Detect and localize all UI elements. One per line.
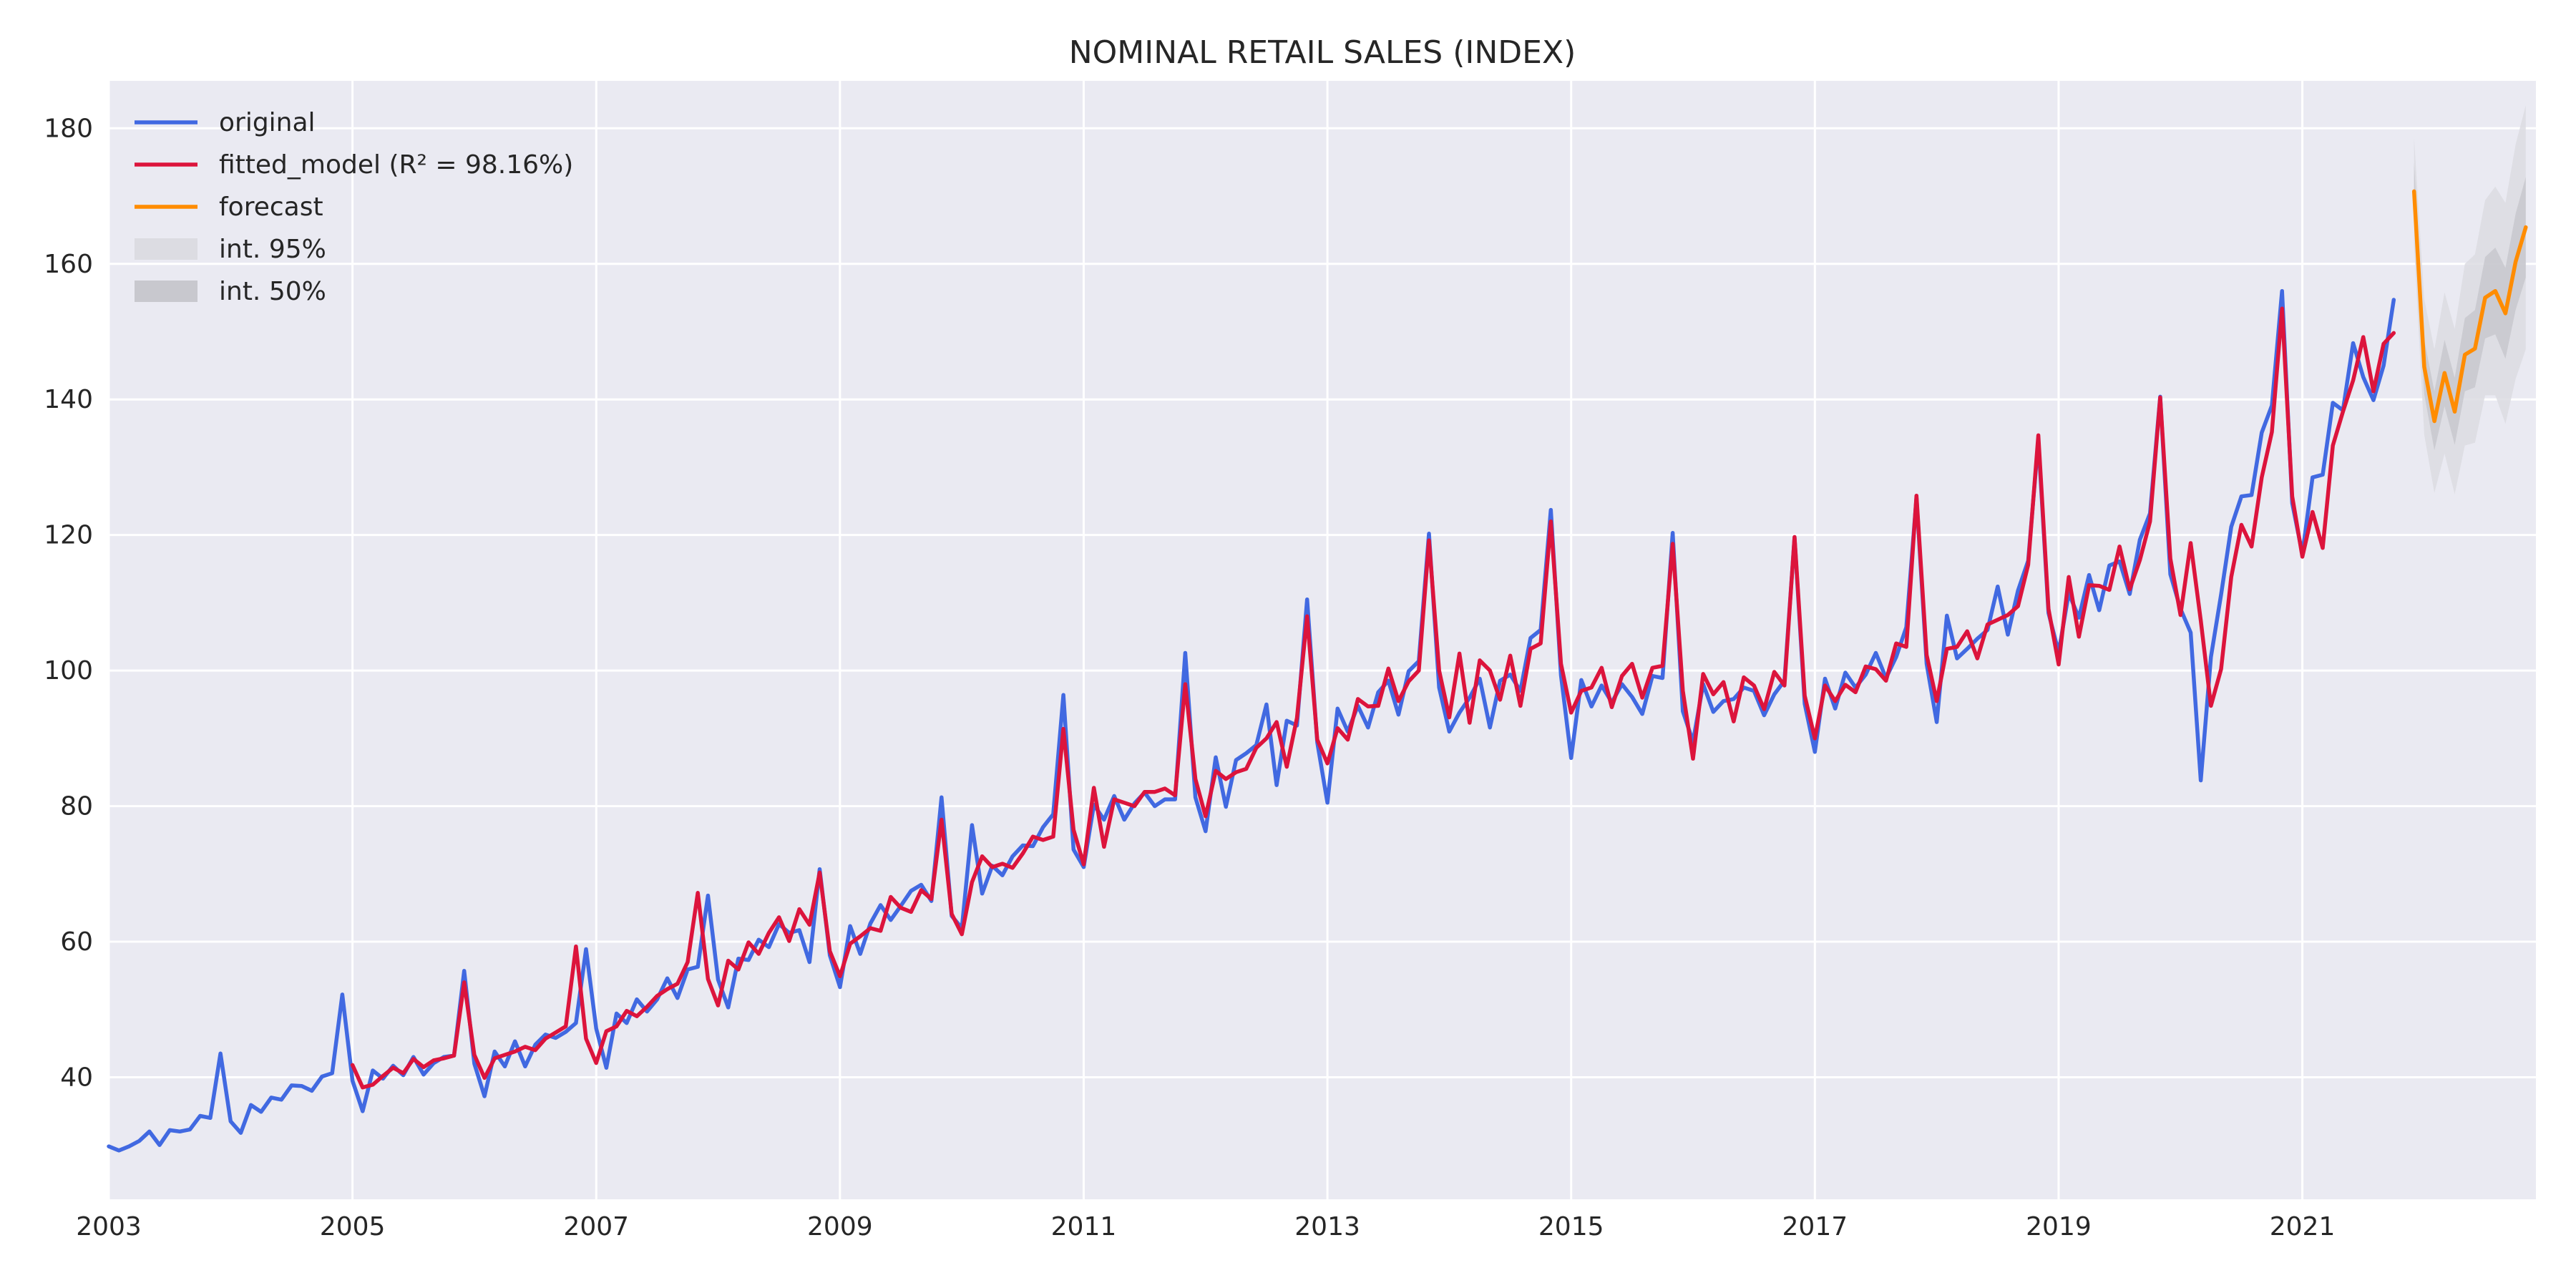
legend-item: int. 50% bbox=[135, 277, 326, 306]
legend-item: original bbox=[135, 108, 316, 137]
legend: original fitted_model (R² = 98.16%) foreca… bbox=[135, 108, 573, 306]
y-tick-label: 40 bbox=[60, 1063, 93, 1092]
x-tick-label: 2015 bbox=[1538, 1212, 1604, 1241]
x-tick-label: 2011 bbox=[1051, 1212, 1117, 1241]
x-tick-label: 2019 bbox=[2026, 1212, 2092, 1241]
x-tick-label: 2017 bbox=[1782, 1212, 1848, 1241]
y-tick-label: 180 bbox=[44, 114, 93, 143]
x-tick-label: 2005 bbox=[320, 1212, 386, 1241]
plot-background bbox=[109, 81, 2536, 1199]
legend-item: forecast bbox=[135, 192, 323, 222]
x-tick-label: 2009 bbox=[807, 1212, 873, 1241]
legend-label: int. 95% bbox=[219, 235, 326, 264]
series-line-fitted-model bbox=[350, 306, 2396, 1090]
legend-swatch bbox=[135, 238, 197, 260]
y-tick-label: 120 bbox=[44, 521, 93, 550]
grid-lines bbox=[107, 81, 2536, 1199]
y-tick-label: 80 bbox=[60, 792, 93, 821]
series-line-forecast bbox=[2411, 189, 2528, 424]
y-tick-label: 160 bbox=[44, 250, 93, 279]
legend-label: forecast bbox=[219, 192, 323, 222]
y-tick-labels: 40 60 80 100 120 140 160 180 bbox=[44, 114, 93, 1092]
chart-title: NOMINAL RETAIL SALES (INDEX) bbox=[1069, 34, 1576, 71]
x-tick-label: 2013 bbox=[1294, 1212, 1360, 1241]
series-lines bbox=[107, 189, 2528, 1153]
y-tick-label: 60 bbox=[60, 927, 93, 957]
legend-item: fitted_model (R² = 98.16%) bbox=[135, 150, 573, 180]
y-tick-label: 100 bbox=[44, 656, 93, 686]
x-tick-label: 2021 bbox=[2270, 1212, 2336, 1241]
legend-label: int. 50% bbox=[219, 277, 326, 306]
y-tick-label: 140 bbox=[44, 385, 93, 414]
x-tick-label: 2007 bbox=[563, 1212, 629, 1241]
x-tick-label: 2003 bbox=[76, 1212, 142, 1241]
legend-label: original bbox=[219, 108, 316, 137]
legend-swatch bbox=[135, 280, 197, 302]
legend-item: int. 95% bbox=[135, 235, 326, 264]
x-tick-labels: 2003 2005 2007 2009 2011 2013 2015 2017 2019 2021 bbox=[76, 1212, 2335, 1241]
legend-label: fitted_model (R² = 98.16%) bbox=[219, 150, 573, 180]
